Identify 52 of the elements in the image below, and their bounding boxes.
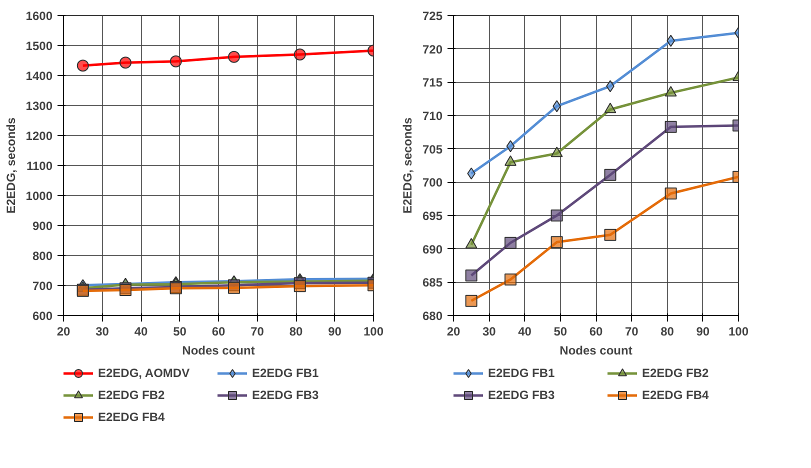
x-tick-label: 50 bbox=[173, 324, 187, 338]
x-tick-label: 60 bbox=[589, 324, 603, 338]
x-tick-label: 80 bbox=[289, 324, 303, 338]
legend-label: E2EDG FB1 bbox=[252, 366, 320, 380]
x-tick-label: 70 bbox=[624, 324, 639, 338]
legend-label: E2EDG FB2 bbox=[98, 388, 166, 402]
y-tick-label: 680 bbox=[422, 309, 443, 323]
y-tick-label: 700 bbox=[32, 279, 53, 293]
y-tick-label: 1300 bbox=[26, 99, 53, 113]
x-tick-label: 50 bbox=[554, 324, 568, 338]
y-tick-label: 600 bbox=[32, 309, 53, 323]
y-tick-label: 1500 bbox=[26, 39, 53, 53]
legend-label: E2EDG FB1 bbox=[488, 366, 556, 380]
x-tick-label: 70 bbox=[250, 324, 264, 338]
x-tick-label: 30 bbox=[96, 324, 110, 338]
x-tick-label: 20 bbox=[56, 324, 70, 338]
y-tick-label: 1000 bbox=[26, 189, 53, 203]
legend-label: E2EDG FB4 bbox=[98, 410, 166, 424]
y-tick-label: 715 bbox=[422, 76, 443, 90]
x-tick-label: 40 bbox=[134, 324, 148, 338]
y-tick-label: 700 bbox=[422, 176, 443, 190]
y-tick-label: 695 bbox=[422, 209, 443, 223]
y-tick-label: 710 bbox=[422, 109, 443, 123]
legend-label: E2EDG FB3 bbox=[488, 388, 556, 402]
x-tick-label: 100 bbox=[728, 324, 749, 338]
y-axis-title: E2EDG, seconds bbox=[400, 117, 414, 214]
x-tick-label: 90 bbox=[328, 324, 342, 338]
y-tick-label: 900 bbox=[32, 219, 53, 233]
legend-label: E2EDG, AOMDV bbox=[98, 366, 191, 380]
y-tick-label: 1200 bbox=[26, 129, 53, 143]
legend-label: E2EDG FB4 bbox=[642, 388, 710, 402]
x-tick-label: 20 bbox=[446, 324, 460, 338]
x-axis-title: Nodes count bbox=[182, 344, 255, 358]
y-tick-label: 690 bbox=[422, 242, 443, 256]
y-tick-label: 1400 bbox=[26, 69, 53, 83]
y-tick-label: 705 bbox=[422, 142, 443, 156]
x-tick-label: 90 bbox=[696, 324, 710, 338]
y-tick-label: 720 bbox=[422, 42, 443, 56]
legend-label: E2EDG FB2 bbox=[642, 366, 710, 380]
x-tick-label: 80 bbox=[660, 324, 674, 338]
x-tick-label: 60 bbox=[212, 324, 226, 338]
y-tick-label: 1100 bbox=[26, 159, 53, 173]
y-tick-label: 725 bbox=[422, 9, 443, 23]
y-tick-label: 685 bbox=[422, 276, 443, 290]
x-axis-title: Nodes count bbox=[560, 344, 632, 358]
x-tick-label: 30 bbox=[482, 324, 496, 338]
y-tick-label: 800 bbox=[32, 249, 53, 263]
x-tick-label: 100 bbox=[363, 324, 384, 338]
y-axis-title: E2EDG, seconds bbox=[4, 117, 18, 214]
x-tick-label: 40 bbox=[518, 324, 532, 338]
y-tick-label: 1600 bbox=[26, 9, 53, 23]
legend-label: E2EDG FB3 bbox=[252, 388, 320, 402]
